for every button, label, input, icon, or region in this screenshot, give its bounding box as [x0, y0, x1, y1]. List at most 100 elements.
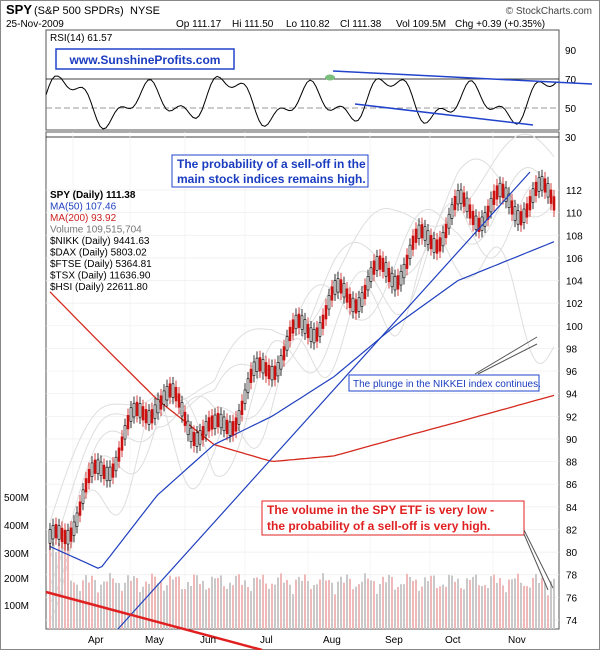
- volume-bar: [235, 575, 237, 629]
- volume-bar: [172, 579, 174, 629]
- volume-bar: [289, 584, 291, 629]
- volume-bar: [265, 583, 267, 629]
- volume-bar: [103, 581, 105, 629]
- candle-body: [501, 183, 505, 198]
- watermark-box: [55, 48, 235, 70]
- candle-body: [150, 409, 154, 424]
- candle-body: [183, 411, 187, 426]
- candle-body: [294, 314, 298, 330]
- volume-bar: [526, 586, 528, 629]
- candle-body: [432, 238, 436, 253]
- candle-body: [363, 284, 367, 300]
- volume-bar: [121, 590, 123, 629]
- candle-body: [276, 362, 280, 377]
- volume-bar: [175, 576, 177, 629]
- volume-bar: [460, 588, 462, 629]
- candle-body: [378, 255, 382, 270]
- volume-bar: [442, 584, 444, 629]
- candle-body: [321, 314, 325, 329]
- volume-bar: [166, 585, 168, 629]
- volume-bar: [421, 586, 423, 629]
- volume-bar: [244, 580, 246, 629]
- candle-body: [459, 189, 463, 204]
- candle-body: [291, 319, 295, 334]
- candle-body: [495, 185, 499, 200]
- ma50-line: [49, 241, 555, 569]
- candle-body: [309, 327, 313, 342]
- candle-body: [450, 204, 454, 219]
- volume-bar: [331, 582, 333, 629]
- candle-body: [198, 430, 202, 445]
- volume-bar: [325, 580, 327, 629]
- candle-body: [486, 205, 490, 220]
- nikkei-arrow-2: [477, 343, 538, 375]
- month-label: May: [145, 635, 164, 646]
- candle-body: [249, 368, 253, 383]
- candle-body: [498, 182, 502, 198]
- month-label: Sep: [385, 635, 403, 646]
- candle-body: [273, 365, 277, 380]
- volume-bar: [151, 573, 153, 629]
- volume-bar: [463, 589, 465, 629]
- volume-bar: [223, 586, 225, 629]
- volume-bar: [130, 580, 132, 629]
- candle-body: [507, 193, 511, 208]
- legend-entry: $FTSE (Daily) 5364.81: [50, 259, 152, 270]
- annotation-volume-line2: the probability of a sell-off is very hi…: [267, 519, 490, 533]
- candle-body: [261, 359, 265, 374]
- candle-body: [156, 399, 160, 414]
- volume-bar: [466, 578, 468, 629]
- legend-entry: MA(50) 107.46: [50, 202, 117, 213]
- volume-bar: [229, 582, 231, 629]
- candle-body: [147, 410, 151, 425]
- volume-trend-line: [45, 590, 263, 650]
- candle-body: [504, 187, 508, 202]
- volume-bar: [349, 578, 351, 629]
- volume-bar: [544, 583, 546, 629]
- rsi-tick-label: 50: [565, 104, 577, 115]
- quote-date: 25-Nov-2009: [6, 19, 64, 30]
- volume-bar: [484, 585, 486, 629]
- candle-body: [135, 401, 139, 417]
- candle-body: [267, 364, 271, 380]
- volume-bar: [511, 579, 513, 629]
- candle-body: [306, 323, 310, 339]
- candle-body: [237, 410, 241, 425]
- volume-bar: [553, 578, 555, 629]
- candle-body: [351, 297, 355, 313]
- candle-body: [402, 263, 406, 279]
- volume-bar: [109, 573, 111, 629]
- volume-bar: [124, 582, 126, 629]
- candle-body: [120, 436, 124, 451]
- candle-body: [114, 456, 118, 472]
- candle-body: [381, 257, 385, 272]
- volume-bar: [190, 585, 192, 629]
- candle-body: [420, 224, 424, 239]
- candle-body: [258, 357, 262, 372]
- volume-bar: [508, 579, 510, 629]
- volume-bar: [454, 581, 456, 629]
- candle-body: [141, 406, 145, 421]
- volume-bar: [106, 581, 108, 629]
- price-tick-label: 76: [566, 593, 578, 604]
- quote-high: Hi 111.50: [232, 19, 274, 30]
- volume-bar: [394, 589, 396, 629]
- volume-bar: [520, 582, 522, 629]
- candle-body: [132, 403, 136, 418]
- candle-body: [330, 286, 334, 301]
- volume-bar: [469, 580, 471, 629]
- candle-body: [312, 328, 316, 344]
- volume-bar: [475, 574, 477, 629]
- volume-bar: [412, 580, 414, 629]
- candle-body: [285, 336, 289, 351]
- volume-bar: [418, 590, 420, 629]
- candle-body: [186, 420, 190, 435]
- volume-tick-label: 200M: [4, 574, 29, 585]
- annotation-nikkei-box: [348, 374, 540, 392]
- volume-bar: [535, 573, 537, 629]
- volume-bar: [157, 583, 159, 629]
- candle-body: [390, 272, 394, 288]
- volume-bar: [250, 591, 252, 629]
- volume-bar: [220, 575, 222, 629]
